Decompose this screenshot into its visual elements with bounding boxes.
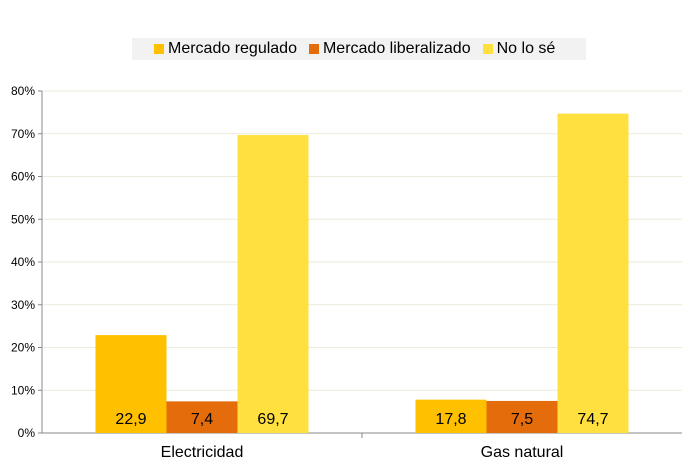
legend-swatch-mercado-liberalizado [308, 44, 319, 54]
legend: Mercado regulado Mercado liberalizado No… [132, 38, 586, 60]
y-tick-label: 0% [18, 426, 36, 440]
data-label: 7,4 [191, 411, 213, 428]
x-category-label: Electricidad [161, 444, 244, 461]
x-category-label: Gas natural [481, 444, 564, 461]
y-tick-label: 60% [11, 170, 35, 184]
data-label: 69,7 [257, 411, 288, 428]
data-label: 7,5 [511, 411, 533, 428]
y-tick-label: 10% [11, 383, 35, 397]
legend-swatch-no-lo-se [482, 44, 493, 54]
legend-item-no-lo-se: No lo sé [482, 40, 556, 58]
bar [486, 400, 558, 433]
bar [557, 113, 629, 433]
legend-item-mercado-regulado: Mercado regulado [154, 40, 297, 58]
bar [237, 135, 309, 433]
legend-swatch-mercado-regulado [154, 44, 164, 54]
y-tick-label: 20% [11, 341, 35, 355]
y-tick-label: 70% [11, 127, 35, 141]
y-tick-label: 50% [11, 212, 35, 226]
y-tick-label: 30% [11, 298, 35, 312]
y-tick-label: 80% [11, 84, 35, 98]
y-tick-label: 40% [11, 255, 35, 269]
data-label: 17,8 [435, 411, 466, 428]
legend-item-mercado-liberalizado: Mercado liberalizado [308, 40, 471, 58]
legend-label-mercado-regulado: Mercado regulado [168, 40, 297, 57]
bar [95, 335, 167, 433]
data-label: 22,9 [115, 411, 146, 428]
data-label: 74,7 [577, 411, 608, 428]
bar [415, 399, 487, 433]
legend-label-mercado-liberalizado: Mercado liberalizado [322, 40, 471, 57]
legend-label-no-lo-se: No lo sé [496, 40, 556, 57]
bar [166, 401, 238, 433]
